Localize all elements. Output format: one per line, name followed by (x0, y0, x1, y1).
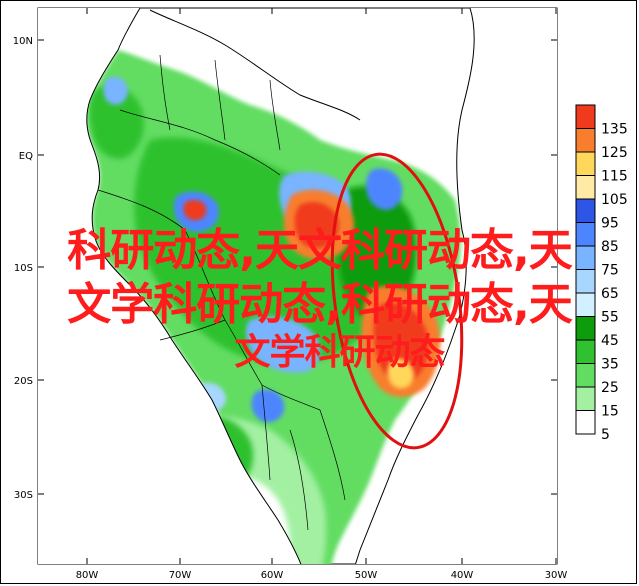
colorbar-cell (575, 128, 596, 153)
yellow-patch-east (387, 358, 414, 389)
colorbar-label: 45 (601, 333, 619, 349)
latitude-label: 10S (14, 263, 33, 274)
overlay-text-line-1: 科研动态,天文科研动态,天 (67, 225, 572, 276)
colorbar-label: 15 (601, 404, 619, 420)
coastlines (86, 8, 475, 564)
longitude-label: 50W (355, 570, 378, 581)
colorbar-label: 95 (601, 216, 619, 232)
blue-patch-center-south (246, 316, 321, 373)
ocean-west (38, 8, 301, 564)
country-borders (97, 54, 346, 531)
ocean-east (355, 8, 557, 564)
precipitation-field (38, 8, 557, 564)
colorbar-label: 105 (601, 192, 628, 208)
colorbar-label: 5 (601, 427, 610, 443)
colorbar-cell (575, 386, 596, 411)
colorbar-legend: 135 125 115 105 95 85 75 65 55 45 35 25 15 5 (575, 104, 628, 443)
blue-patch-north (103, 76, 128, 105)
colorbar-cell (575, 410, 596, 435)
colorbar-cell (575, 151, 596, 176)
overlay-text-line-3: 文学科研动态 (234, 332, 445, 373)
colorbar-label: 85 (601, 239, 619, 255)
latitude-label: EQ (19, 151, 33, 162)
colorbar-cell (575, 198, 596, 223)
dark-green-north (89, 86, 145, 159)
colorbar-label: 65 (601, 286, 619, 302)
latitude-label: 10N (13, 36, 33, 47)
longitude-label: 70W (169, 570, 192, 581)
longitude-label: 30W (545, 570, 568, 581)
blue-patch-south (251, 389, 285, 423)
red-patch-amazon-west (183, 200, 207, 221)
overlay-text-line-2: 文学科研动态,科研动态,天 (67, 279, 572, 330)
latitude-label: 20S (14, 376, 33, 387)
annotation-ellipse (330, 152, 464, 450)
colorbar-label: 75 (601, 263, 619, 279)
colorbar-label: 25 (601, 380, 619, 396)
longitude-label: 40W (451, 570, 474, 581)
colorbar-label: 125 (601, 145, 628, 161)
longitude-label: 80W (76, 570, 99, 581)
colorbar-label: 55 (601, 310, 619, 326)
red-patch-east (373, 302, 429, 382)
latitude-label: 30S (14, 490, 33, 501)
colorbar-cell (575, 175, 596, 200)
longitude-labels: 80W 70W 60W 50W 40W 30W (76, 570, 568, 581)
axis-ticks (38, 8, 557, 564)
colorbar-label: 115 (601, 169, 628, 185)
latitude-labels: 10N EQ 10S 20S 30S (13, 36, 33, 501)
red-patch-central (294, 202, 340, 249)
colorbar-label: 135 (601, 122, 628, 138)
colorbar-cell (575, 104, 596, 129)
longitude-label: 60W (261, 570, 284, 581)
dark-green-band-east (338, 186, 417, 320)
colorbar-label: 35 (601, 357, 619, 373)
blue-patch-east (366, 168, 403, 210)
